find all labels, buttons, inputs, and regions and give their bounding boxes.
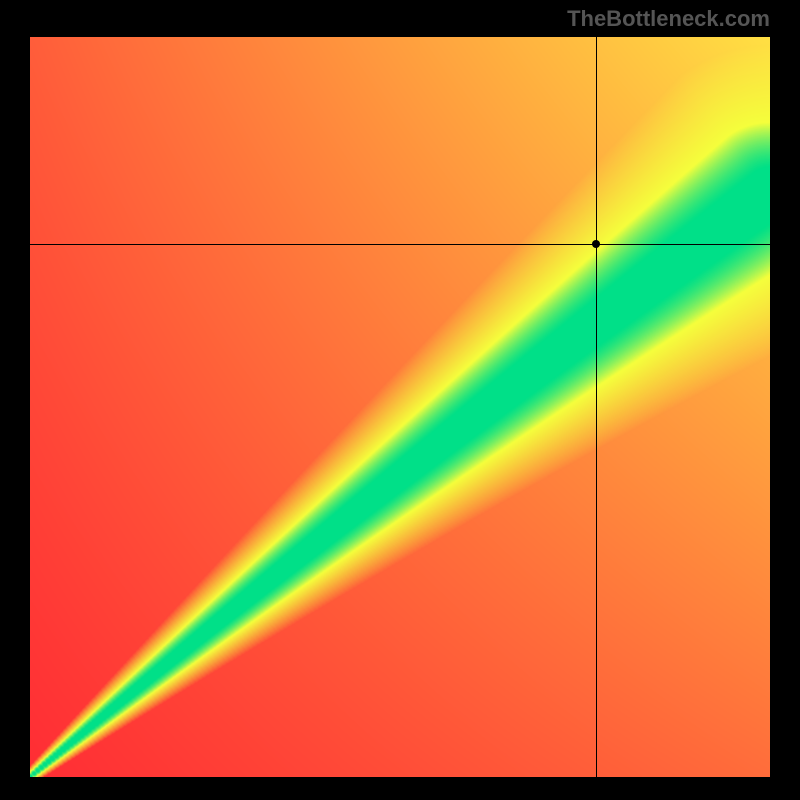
crosshair-vertical [596,37,597,777]
chart-container: TheBottleneck.com [0,0,800,800]
watermark-text: TheBottleneck.com [567,6,770,32]
crosshair-marker [592,240,600,248]
plot-area [30,37,770,777]
crosshair-horizontal [30,244,770,245]
heatmap-canvas [30,37,770,777]
